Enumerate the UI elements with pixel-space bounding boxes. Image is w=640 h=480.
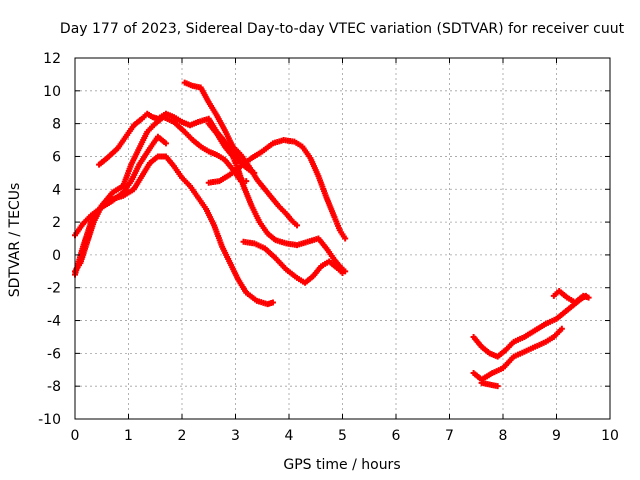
x-tick-label: 0 (71, 428, 80, 444)
x-tick-label: 5 (338, 428, 347, 444)
series-trace-5 (181, 79, 301, 229)
x-tick-label: 7 (445, 428, 454, 444)
data-point (342, 235, 349, 242)
x-tick-label: 6 (392, 428, 401, 444)
x-tick-label: 2 (178, 428, 187, 444)
data-point (269, 299, 276, 306)
series-trace-7 (205, 137, 349, 242)
data-marks (72, 79, 592, 390)
x-tick-label: 3 (231, 428, 240, 444)
y-tick-label: 0 (52, 248, 61, 264)
y-tick-label: -2 (47, 281, 61, 297)
x-tick-label: 1 (124, 428, 133, 444)
chart-title: Day 177 of 2023, Sidereal Day-to-day VTE… (60, 21, 625, 37)
data-point (585, 294, 592, 301)
data-point (558, 325, 565, 332)
data-point (294, 222, 301, 229)
data-point (339, 269, 346, 276)
series-trace-4 (72, 153, 276, 308)
series-trace-11 (478, 379, 501, 390)
series-trace-6 (205, 120, 349, 275)
x-axis-label: GPS time / hours (283, 457, 400, 473)
y-tick-label: -8 (47, 379, 61, 395)
y-axis-label: SDTVAR / TECUs (7, 183, 23, 298)
data-point (494, 383, 501, 390)
y-tick-label: -10 (38, 412, 61, 428)
y-tick-label: -4 (47, 314, 61, 330)
x-tick-label: 8 (499, 428, 508, 444)
series-trace-12 (550, 288, 592, 306)
y-tick-label: 6 (52, 149, 61, 165)
x-tick-label: 4 (285, 428, 294, 444)
series-trace-8 (240, 238, 346, 286)
y-tick-label: -6 (47, 346, 61, 362)
y-tick-label: 2 (52, 215, 61, 231)
y-tick-label: 12 (43, 51, 61, 67)
series-trace-10 (470, 325, 565, 383)
x-tick-label: 9 (552, 428, 561, 444)
y-tick-label: 4 (52, 182, 61, 198)
data-point (162, 140, 169, 147)
y-tick-label: 8 (52, 117, 61, 133)
y-tick-label: 10 (43, 84, 61, 100)
x-tick-label: 10 (601, 428, 619, 444)
